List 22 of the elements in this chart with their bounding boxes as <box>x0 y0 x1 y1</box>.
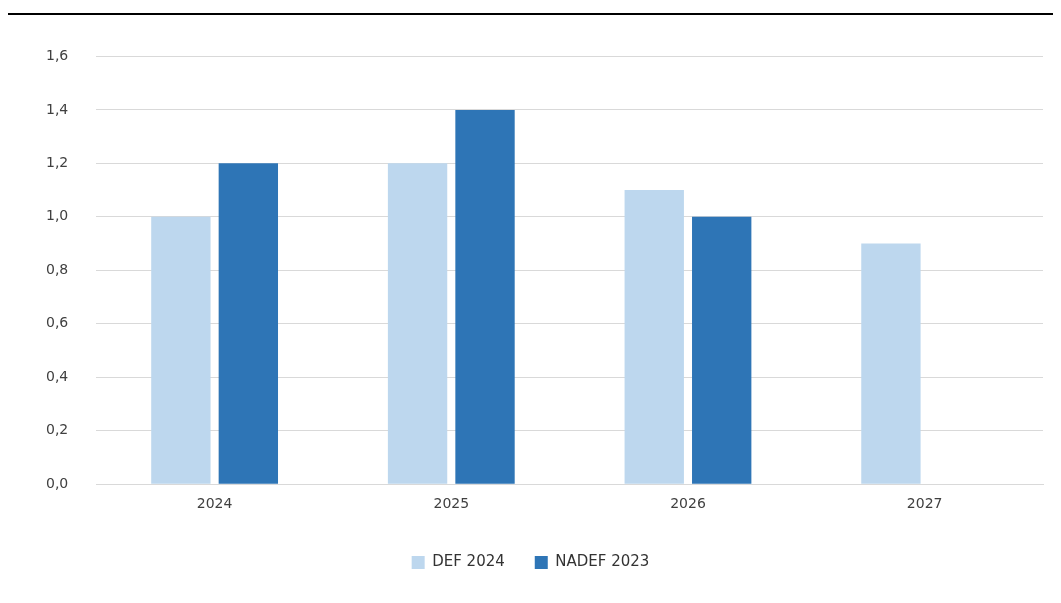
y-tick-label: 1,2 <box>46 153 69 170</box>
x-tick-label: 2026 <box>670 495 706 512</box>
bar <box>692 216 752 484</box>
y-tick-label: 0,2 <box>46 421 69 438</box>
legend-label: DEF 2024 <box>432 552 505 571</box>
y-tick-label: 0,0 <box>46 474 69 491</box>
bar <box>861 243 921 484</box>
y-tick-label: 1,0 <box>46 207 69 224</box>
y-tick-label: 0,6 <box>46 314 69 331</box>
bar <box>151 216 211 484</box>
bar <box>624 190 684 484</box>
y-tick-label: 0,8 <box>46 260 69 277</box>
y-tick-label: 1,4 <box>46 100 69 117</box>
bar <box>218 163 279 484</box>
legend-label: NADEF 2023 <box>555 552 650 571</box>
bar <box>387 163 448 484</box>
y-tick-label: 0,4 <box>46 367 69 384</box>
x-tick-label: 2027 <box>906 495 943 512</box>
y-tick-label: 1,6 <box>46 47 69 64</box>
bar <box>455 109 515 484</box>
x-tick-label: 2025 <box>433 495 470 512</box>
x-tick-label: 2024 <box>196 495 233 512</box>
